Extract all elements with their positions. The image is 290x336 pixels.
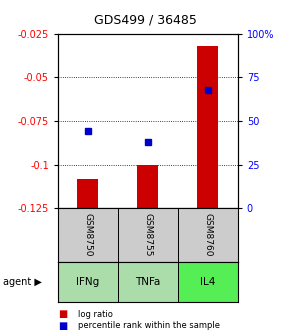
Text: IFNg: IFNg	[76, 277, 99, 287]
Text: log ratio: log ratio	[78, 310, 113, 319]
Text: percentile rank within the sample: percentile rank within the sample	[78, 322, 220, 330]
Bar	[137, 165, 158, 208]
FancyBboxPatch shape	[118, 208, 178, 262]
Bar	[197, 46, 218, 208]
FancyBboxPatch shape	[118, 262, 178, 302]
FancyBboxPatch shape	[178, 208, 238, 262]
Text: agent ▶: agent ▶	[3, 277, 42, 287]
FancyBboxPatch shape	[58, 208, 118, 262]
Text: ■: ■	[58, 309, 67, 319]
Bar	[77, 179, 98, 208]
Text: TNFa: TNFa	[135, 277, 161, 287]
Text: GDS499 / 36485: GDS499 / 36485	[94, 13, 196, 27]
Text: GSM8755: GSM8755	[143, 213, 153, 257]
Text: IL4: IL4	[200, 277, 215, 287]
FancyBboxPatch shape	[178, 262, 238, 302]
Text: ■: ■	[58, 321, 67, 331]
Text: GSM8750: GSM8750	[84, 213, 93, 257]
FancyBboxPatch shape	[58, 262, 118, 302]
Text: GSM8760: GSM8760	[203, 213, 212, 257]
